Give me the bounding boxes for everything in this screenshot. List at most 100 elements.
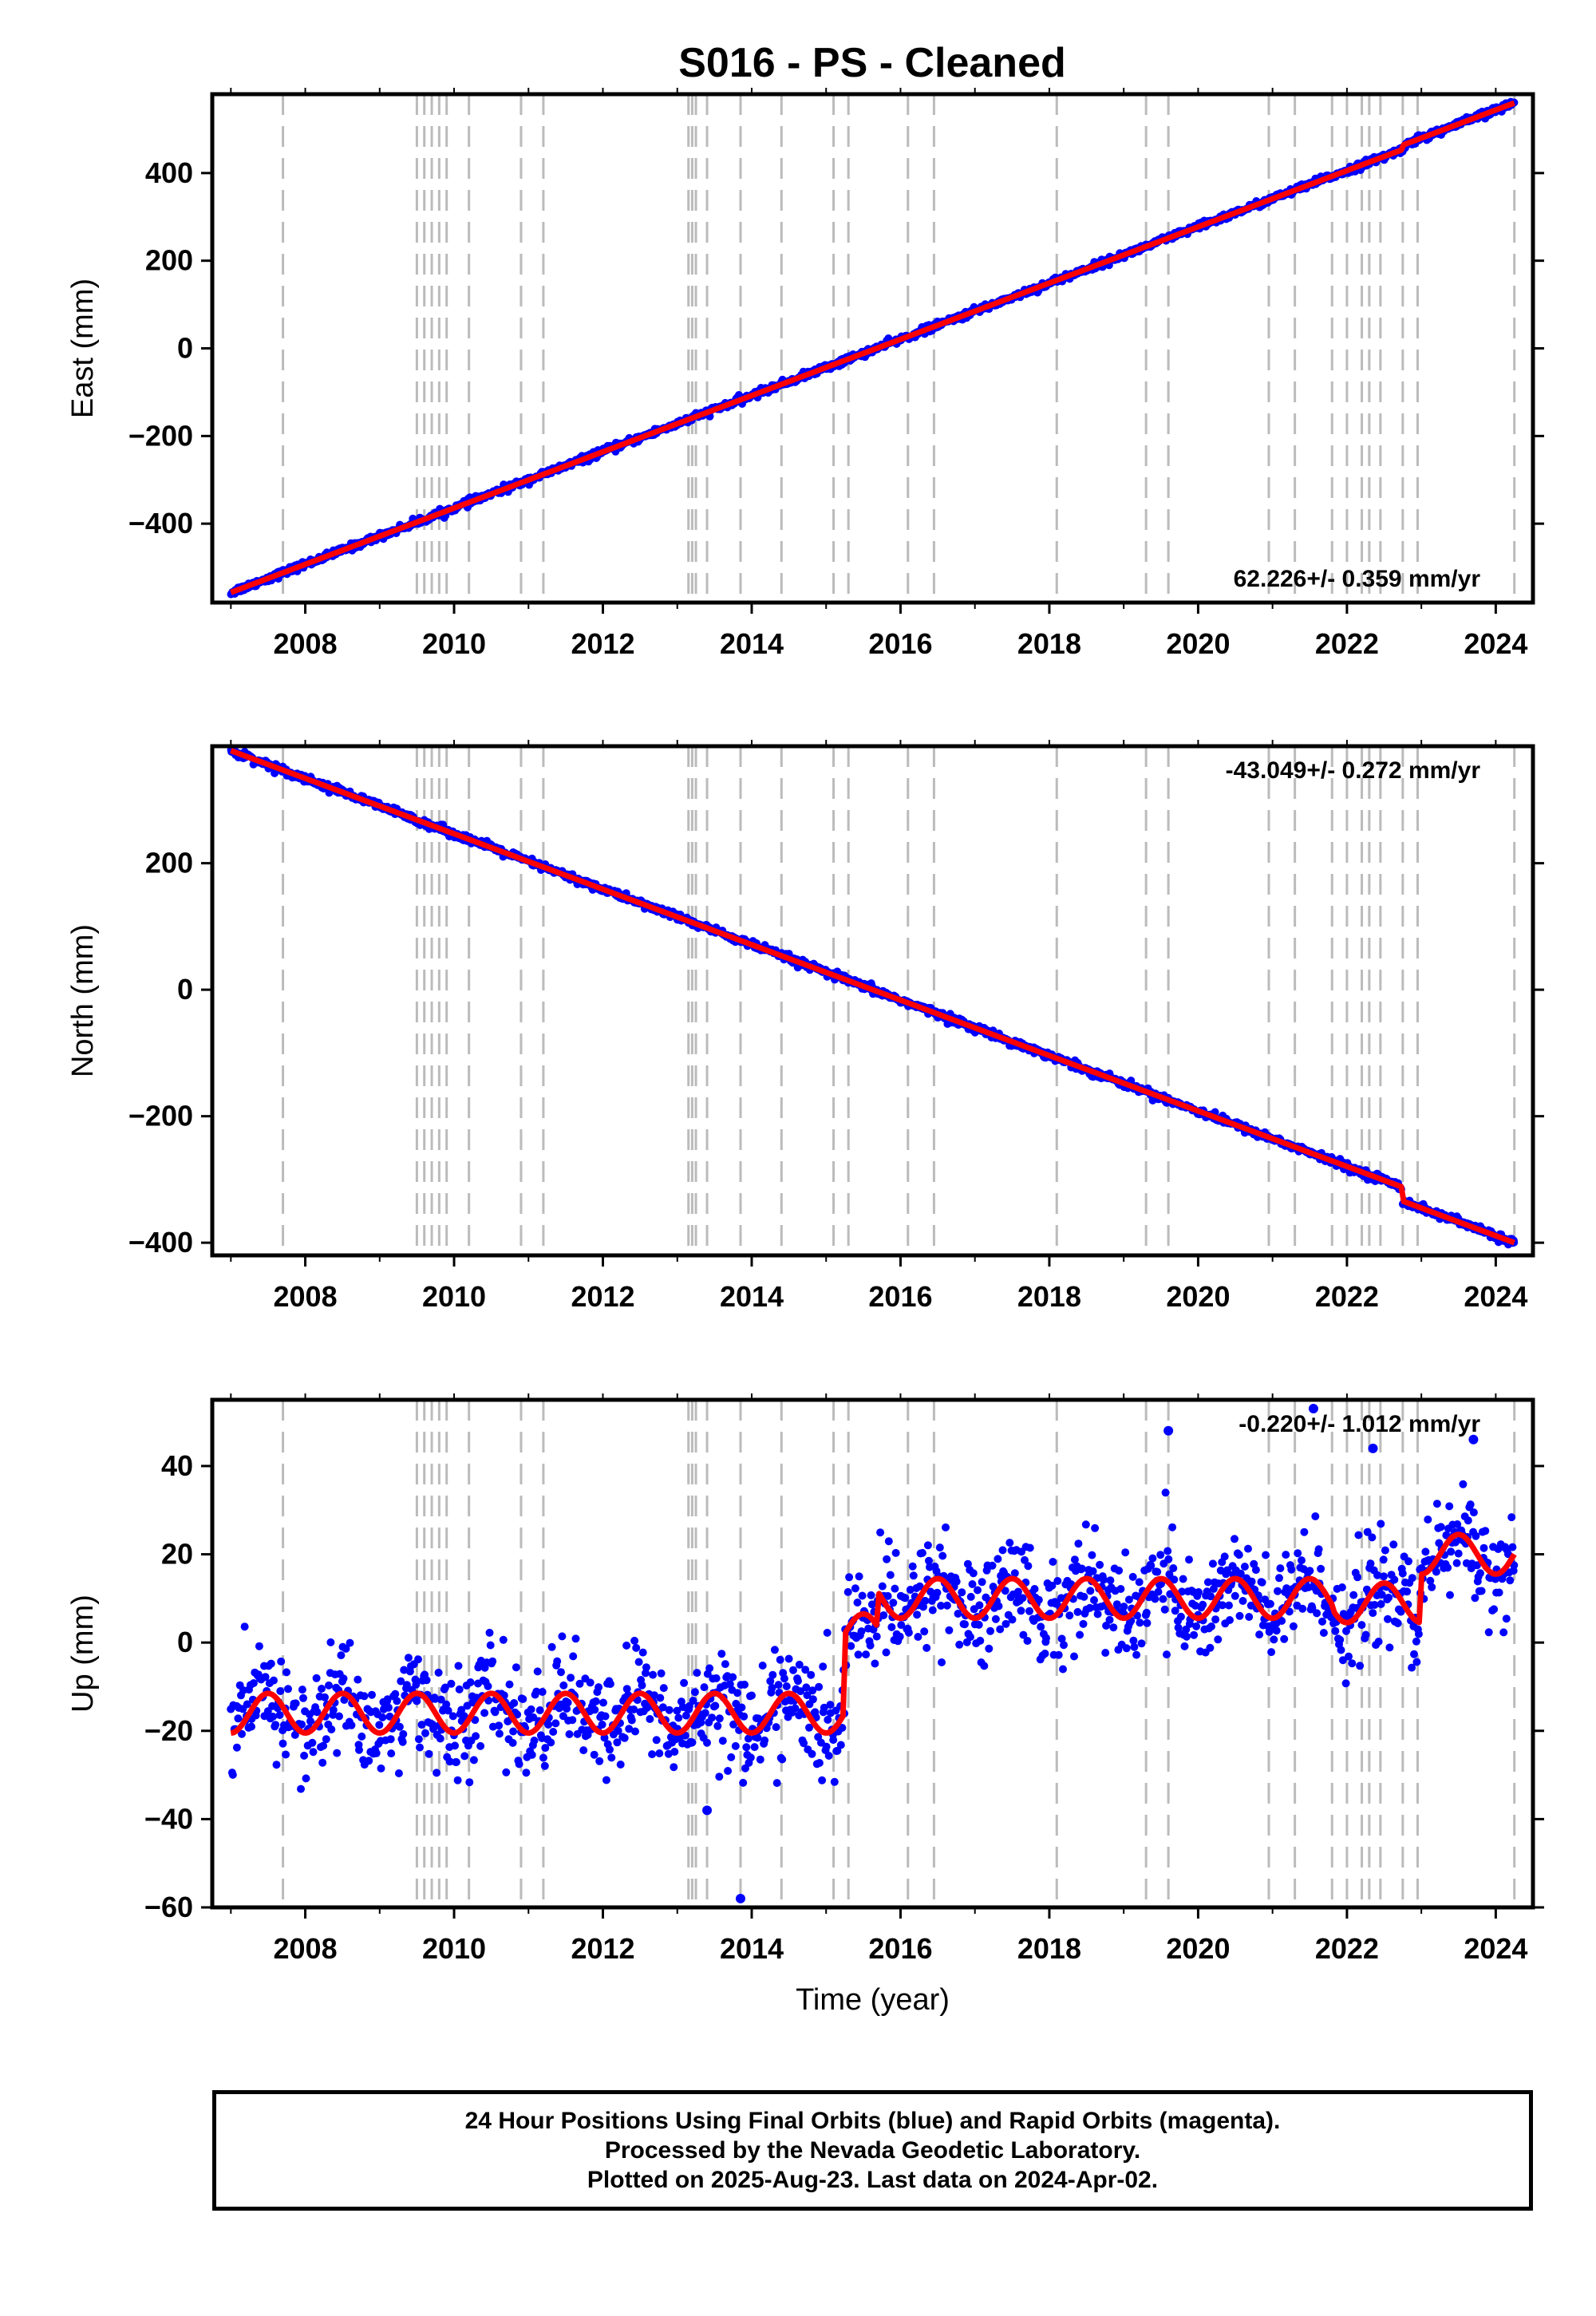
data-point bbox=[1163, 1650, 1171, 1659]
data-point bbox=[1481, 1527, 1490, 1535]
data-point bbox=[1444, 1563, 1452, 1572]
data-point bbox=[563, 1698, 572, 1707]
data-point bbox=[748, 1691, 756, 1700]
data-point bbox=[838, 1724, 847, 1732]
data-point bbox=[921, 1596, 930, 1605]
data-point bbox=[998, 1546, 1007, 1555]
data-point bbox=[923, 1541, 932, 1550]
data-point bbox=[600, 1733, 609, 1742]
data-point bbox=[434, 1668, 443, 1677]
data-point bbox=[1244, 1544, 1252, 1553]
data-point bbox=[1085, 1603, 1094, 1612]
data-point bbox=[1137, 1639, 1146, 1648]
data-point bbox=[1274, 1587, 1282, 1595]
data-point bbox=[630, 1636, 639, 1645]
data-point bbox=[1041, 1650, 1049, 1658]
data-point bbox=[1289, 1622, 1298, 1630]
data-point bbox=[575, 1679, 584, 1688]
x-tick-label: 2010 bbox=[422, 1280, 486, 1313]
data-point bbox=[488, 1657, 497, 1666]
x-tick-label: 2020 bbox=[1166, 627, 1230, 660]
data-point bbox=[375, 1721, 384, 1729]
outlier-point bbox=[1368, 1443, 1378, 1453]
data-point bbox=[1356, 1662, 1365, 1670]
data-point bbox=[358, 1732, 366, 1741]
data-point bbox=[712, 1674, 721, 1682]
data-point bbox=[440, 1683, 449, 1692]
data-point bbox=[400, 1666, 409, 1674]
data-point bbox=[659, 1684, 668, 1693]
data-point bbox=[451, 1741, 459, 1750]
data-point bbox=[1471, 1594, 1479, 1603]
data-point bbox=[625, 1725, 634, 1733]
north-plot-frame bbox=[210, 744, 1535, 1258]
data-point bbox=[886, 1571, 895, 1579]
data-point bbox=[1306, 1567, 1314, 1575]
data-point bbox=[680, 1678, 689, 1687]
data-point bbox=[818, 1776, 827, 1784]
data-point bbox=[1270, 1635, 1278, 1644]
data-point bbox=[690, 1688, 699, 1697]
data-point bbox=[1495, 1588, 1503, 1597]
data-point bbox=[1088, 1567, 1097, 1575]
data-point bbox=[1412, 1637, 1420, 1646]
data-point bbox=[398, 1737, 407, 1746]
data-point bbox=[565, 1730, 574, 1738]
data-point bbox=[325, 1681, 333, 1690]
data-point bbox=[688, 1738, 697, 1747]
data-point bbox=[539, 1753, 547, 1762]
data-point bbox=[766, 1677, 775, 1686]
data-point bbox=[867, 1591, 875, 1599]
data-point bbox=[1469, 1508, 1478, 1517]
data-point bbox=[1408, 1663, 1416, 1672]
data-point bbox=[801, 1666, 810, 1674]
east-rate-label: 62.226+/- 0.359 mm/yr bbox=[1234, 566, 1481, 592]
data-point bbox=[883, 1591, 892, 1600]
data-point bbox=[1370, 1601, 1379, 1609]
data-point bbox=[1338, 1656, 1347, 1665]
data-point bbox=[1102, 1622, 1111, 1630]
data-point bbox=[656, 1694, 665, 1702]
data-point bbox=[822, 1742, 831, 1751]
data-point bbox=[1076, 1630, 1084, 1639]
data-point bbox=[855, 1572, 863, 1581]
data-point bbox=[776, 1655, 784, 1664]
data-point bbox=[622, 1685, 631, 1694]
data-point bbox=[1389, 1540, 1398, 1549]
data-point bbox=[1502, 1614, 1511, 1623]
data-point bbox=[978, 1578, 986, 1587]
data-point bbox=[1336, 1635, 1345, 1644]
data-point bbox=[1278, 1617, 1286, 1625]
data-point bbox=[872, 1632, 881, 1641]
data-point bbox=[1390, 1575, 1399, 1584]
data-point bbox=[414, 1735, 423, 1744]
data-point bbox=[530, 1737, 539, 1745]
data-point bbox=[729, 1673, 737, 1682]
data-point bbox=[302, 1774, 310, 1783]
data-point bbox=[337, 1651, 346, 1660]
data-point bbox=[853, 1599, 862, 1607]
data-point bbox=[322, 1735, 330, 1744]
data-point bbox=[386, 1735, 395, 1744]
data-point bbox=[329, 1705, 338, 1714]
data-point bbox=[1025, 1607, 1033, 1615]
data-point bbox=[395, 1722, 404, 1731]
data-point bbox=[711, 1701, 720, 1710]
data-point bbox=[774, 1681, 783, 1690]
data-point bbox=[693, 1669, 701, 1678]
data-point bbox=[591, 1697, 600, 1705]
data-point bbox=[1366, 1559, 1375, 1568]
data-point bbox=[715, 1714, 724, 1723]
data-point bbox=[634, 1658, 643, 1666]
data-point bbox=[540, 1761, 549, 1770]
data-point bbox=[681, 1711, 690, 1720]
data-point bbox=[845, 1573, 854, 1582]
data-point bbox=[1195, 1588, 1203, 1596]
data-point bbox=[1393, 1619, 1402, 1627]
data-point bbox=[1151, 1595, 1159, 1603]
up-plot-area bbox=[227, 1400, 1519, 1907]
outlier-point bbox=[1308, 1404, 1318, 1414]
data-point bbox=[299, 1694, 307, 1702]
data-point bbox=[1363, 1528, 1372, 1536]
data-point bbox=[1414, 1630, 1423, 1638]
